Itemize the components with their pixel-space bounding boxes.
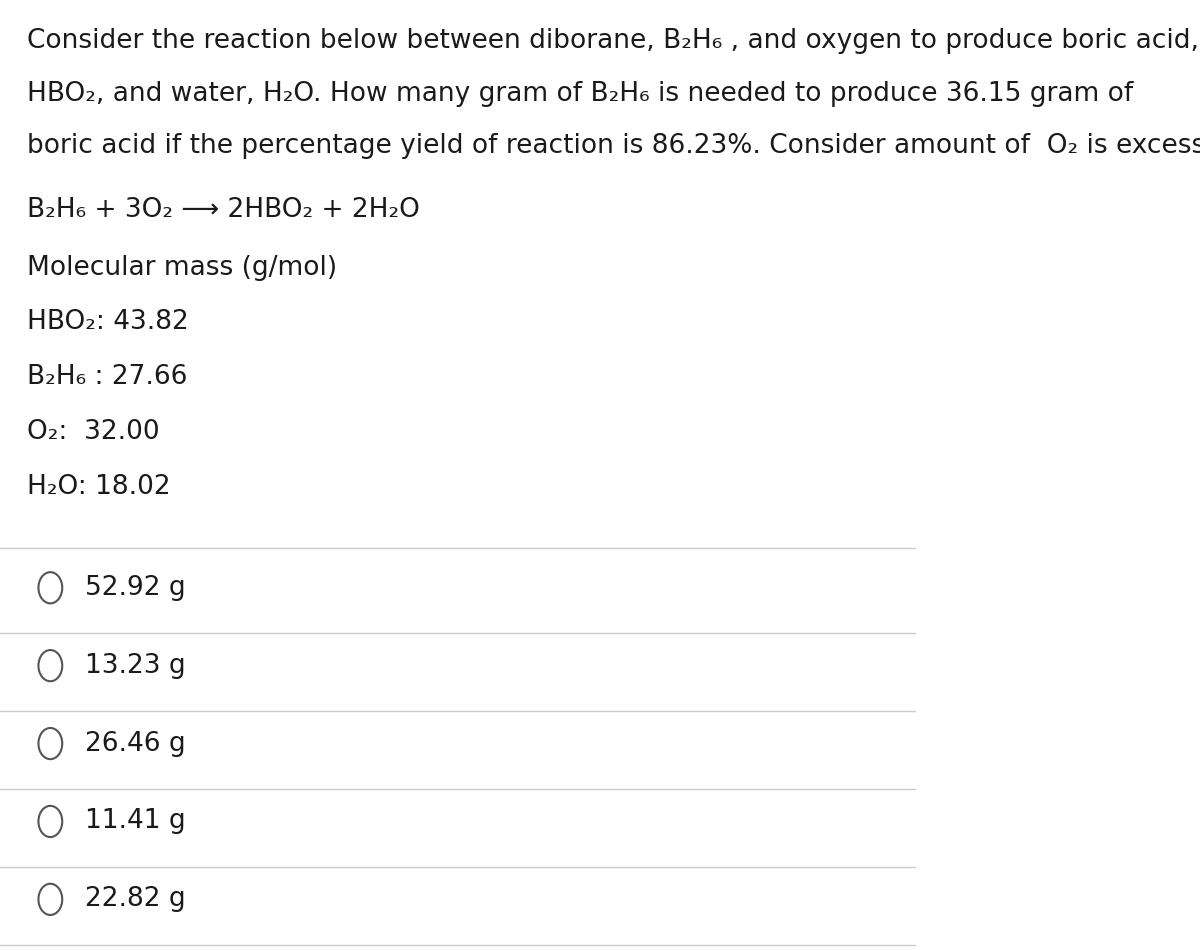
Text: 22.82 g: 22.82 g	[85, 886, 186, 912]
Text: 13.23 g: 13.23 g	[85, 653, 186, 678]
Text: HBO₂: 43.82: HBO₂: 43.82	[28, 310, 190, 335]
Text: B₂H₆ : 27.66: B₂H₆ : 27.66	[28, 365, 188, 390]
Text: 11.41 g: 11.41 g	[85, 808, 186, 834]
Text: 52.92 g: 52.92 g	[85, 575, 186, 600]
Text: O₂:  32.00: O₂: 32.00	[28, 419, 160, 446]
Text: Molecular mass (g/mol): Molecular mass (g/mol)	[28, 255, 337, 280]
Text: Consider the reaction below between diborane, B₂H₆ , and oxygen to produce boric: Consider the reaction below between dibo…	[28, 28, 1200, 54]
Text: HBO₂, and water, H₂O. How many gram of B₂H₆ is needed to produce 36.15 gram of: HBO₂, and water, H₂O. How many gram of B…	[28, 81, 1134, 106]
Text: 26.46 g: 26.46 g	[85, 731, 186, 756]
Text: B₂H₆ + 3O₂ ⟶ 2HBO₂ + 2H₂O: B₂H₆ + 3O₂ ⟶ 2HBO₂ + 2H₂O	[28, 198, 420, 223]
Text: H₂O: 18.02: H₂O: 18.02	[28, 474, 172, 500]
Text: boric acid if the percentage yield of reaction is 86.23%. Consider amount of  O₂: boric acid if the percentage yield of re…	[28, 133, 1200, 159]
